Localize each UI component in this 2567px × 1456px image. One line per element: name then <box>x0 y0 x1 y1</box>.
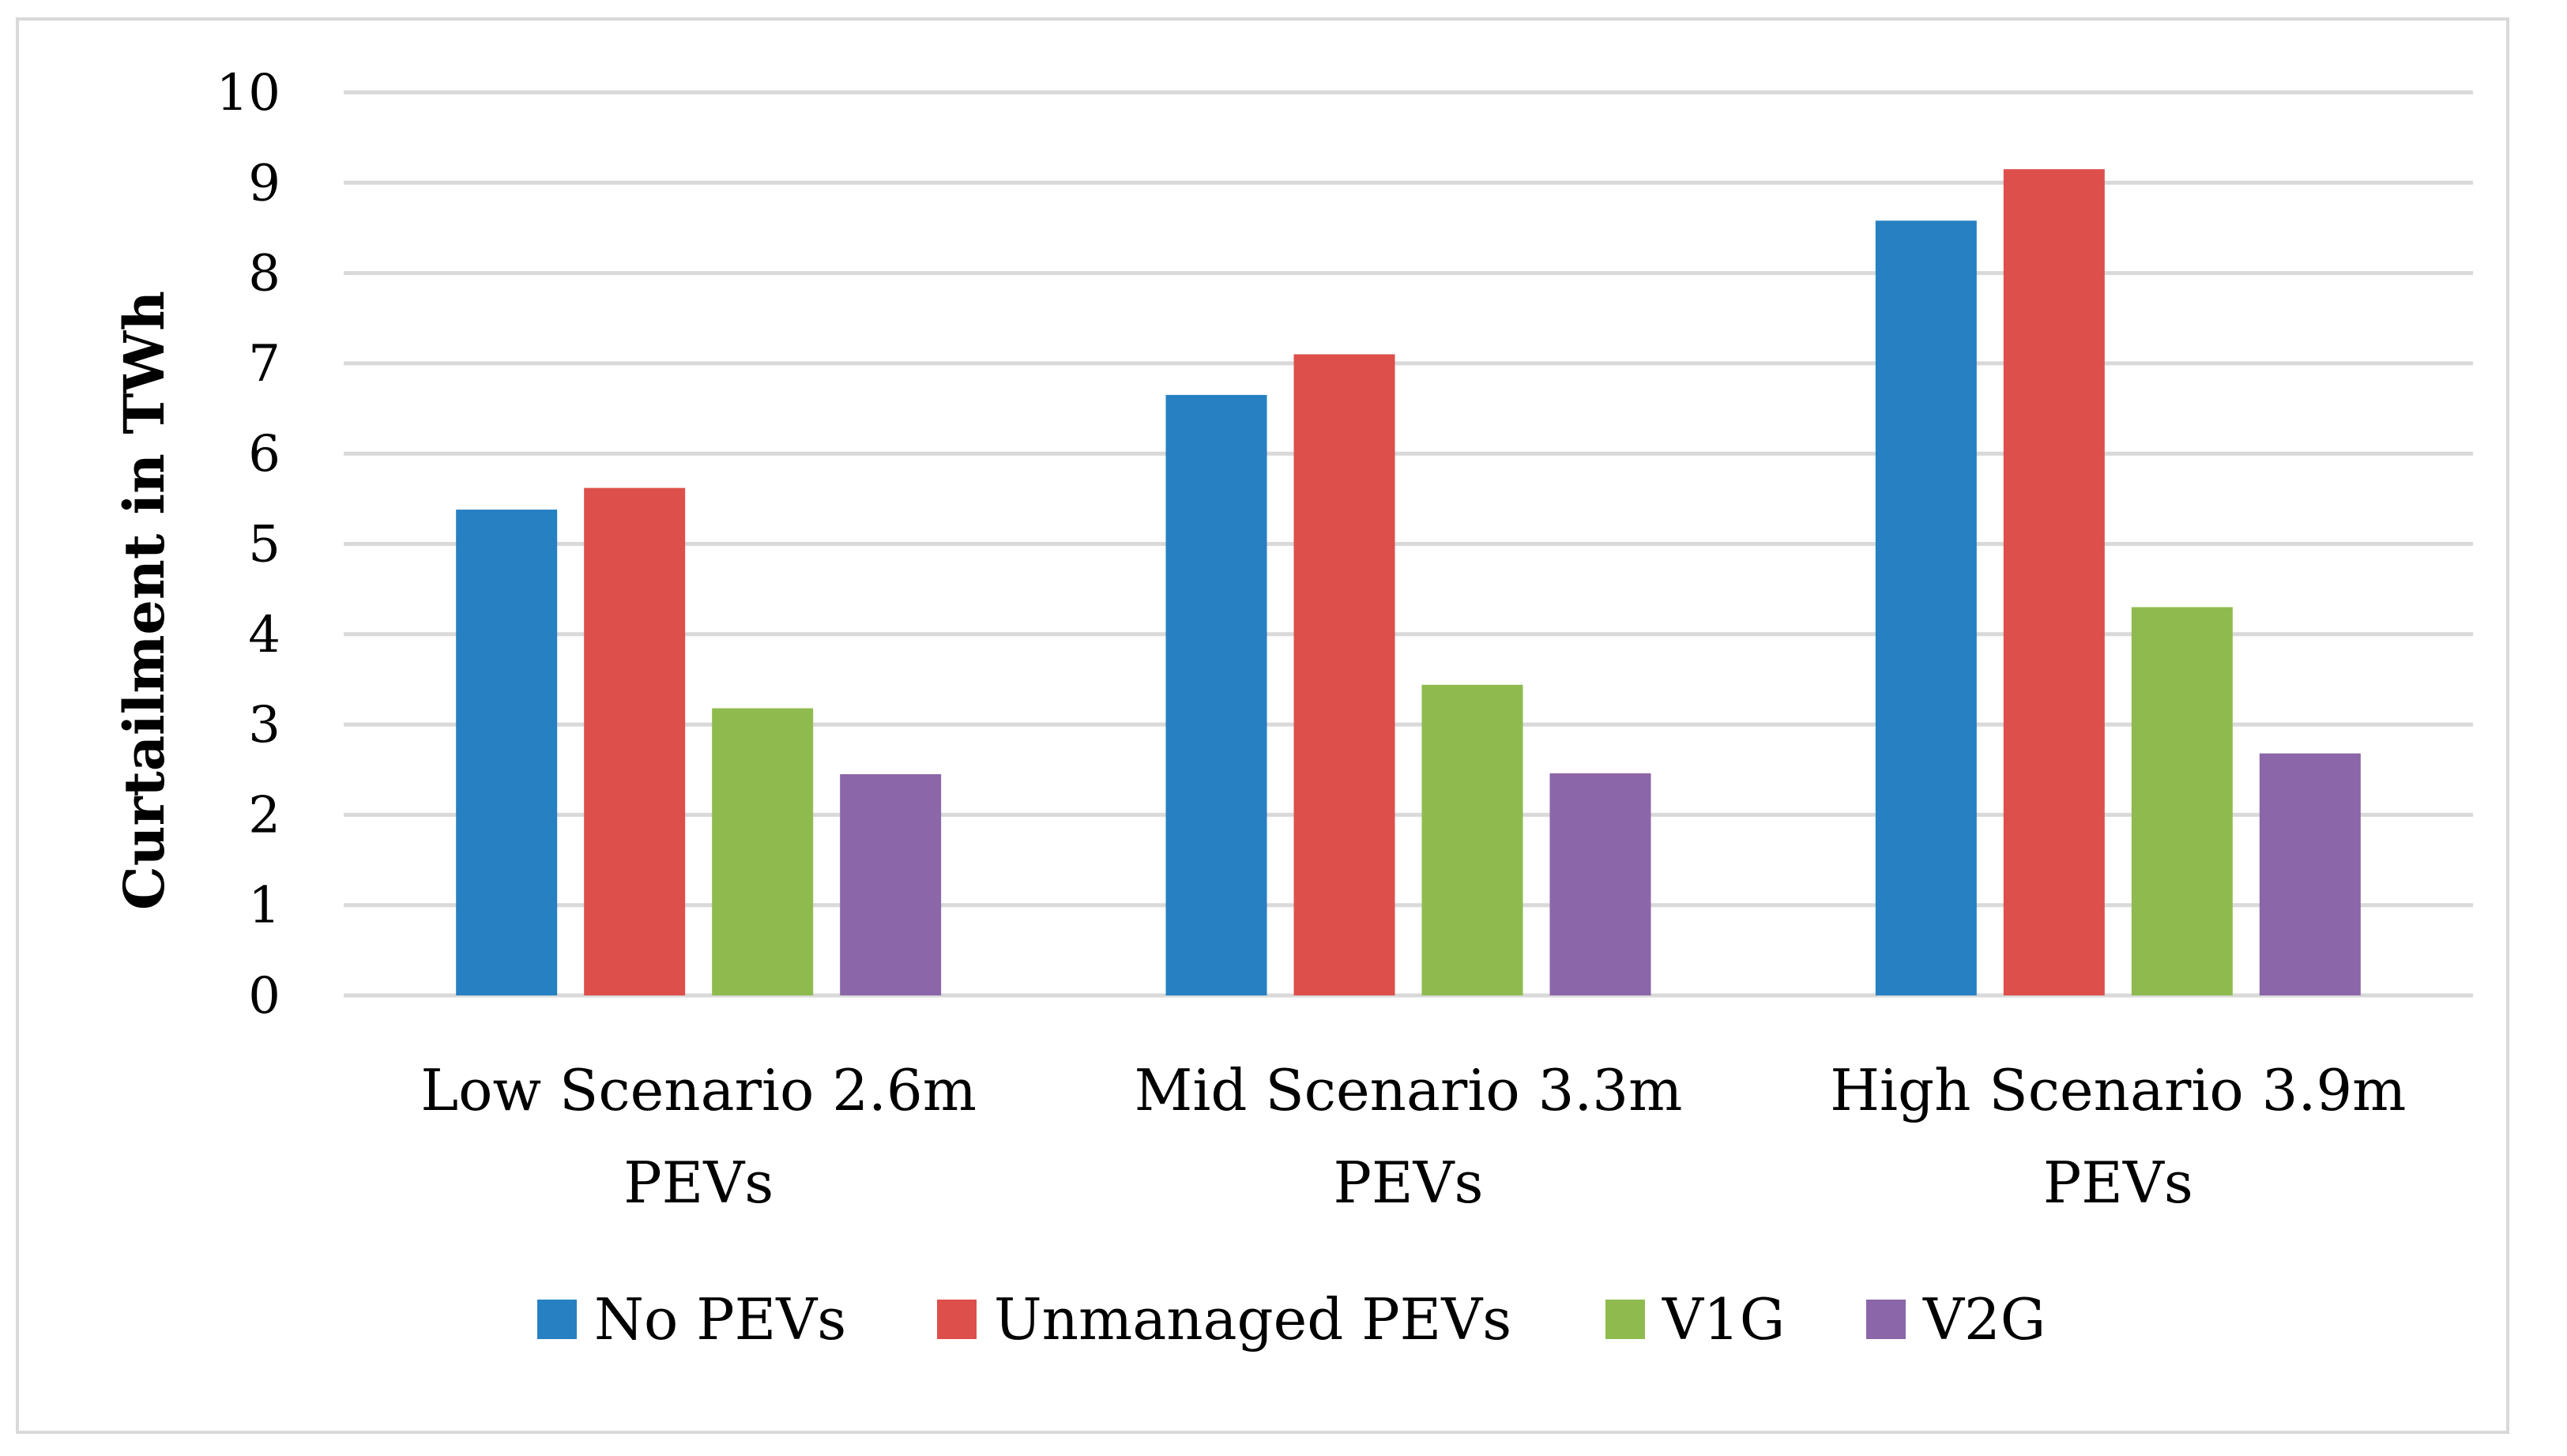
y-axis-ticks: 0 1 2 3 4 5 6 7 8 9 10 <box>216 64 280 1025</box>
y-tick-label: 1 <box>248 877 280 935</box>
bar-v2g-3 <box>2259 753 2361 995</box>
bar-no-pevs-2 <box>1165 394 1267 995</box>
bar-unmanaged-pevs-1 <box>584 487 686 995</box>
bar-v2g-2 <box>1549 773 1651 995</box>
y-tick-label: 9 <box>248 154 280 213</box>
gridlines <box>344 90 2473 998</box>
y-tick-label: 4 <box>248 606 280 664</box>
bar-v1g-3 <box>2131 607 2233 995</box>
y-tick-label: 7 <box>248 335 280 393</box>
legend: No PEVs Unmanaged PEVs V1G V2G <box>537 1286 2046 1353</box>
y-tick-label: 5 <box>248 516 280 574</box>
legend-label-unmanaged-pevs: Unmanaged PEVs <box>994 1286 1511 1353</box>
legend-swatch-no-pevs <box>537 1300 577 1339</box>
bar-no-pevs-1 <box>456 510 558 995</box>
legend-label-v2g: V2G <box>1922 1286 2046 1353</box>
legend-label-no-pevs: No PEVs <box>594 1286 846 1353</box>
y-axis-label: Curtailment in TWh <box>111 291 177 910</box>
bar-unmanaged-pevs-3 <box>2003 169 2105 995</box>
x-category-label: PEVs <box>623 1149 773 1216</box>
legend-swatch-v2g <box>1866 1300 1906 1339</box>
x-category-label: PEVs <box>2043 1149 2193 1216</box>
bar-v1g-2 <box>1421 684 1523 995</box>
y-tick-label: 8 <box>248 245 280 303</box>
legend-swatch-unmanaged-pevs <box>937 1300 977 1339</box>
bars <box>456 169 2361 996</box>
x-category-label: Mid Scenario 3.3m <box>1135 1057 1683 1123</box>
y-tick-label: 2 <box>248 786 280 845</box>
y-tick-label: 3 <box>248 696 280 754</box>
x-category-label: High Scenario 3.9m <box>1830 1057 2406 1123</box>
bar-v1g-1 <box>712 708 814 995</box>
bar-unmanaged-pevs-2 <box>1293 354 1395 996</box>
legend-label-v1g: V1G <box>1662 1286 1785 1353</box>
x-axis-categories: Low Scenario 2.6m PEVs Mid Scenario 3.3m PE… <box>420 1057 2406 1216</box>
x-category-label: PEVs <box>1334 1149 1484 1216</box>
bar-v2g-1 <box>840 773 942 995</box>
legend-swatch-v1g <box>1605 1300 1645 1339</box>
x-category-label: Low Scenario 2.6m <box>420 1057 977 1123</box>
y-tick-label: 10 <box>216 64 280 122</box>
bar-no-pevs-3 <box>1875 220 1977 995</box>
y-tick-label: 0 <box>248 967 280 1025</box>
y-tick-label: 6 <box>248 425 280 483</box>
